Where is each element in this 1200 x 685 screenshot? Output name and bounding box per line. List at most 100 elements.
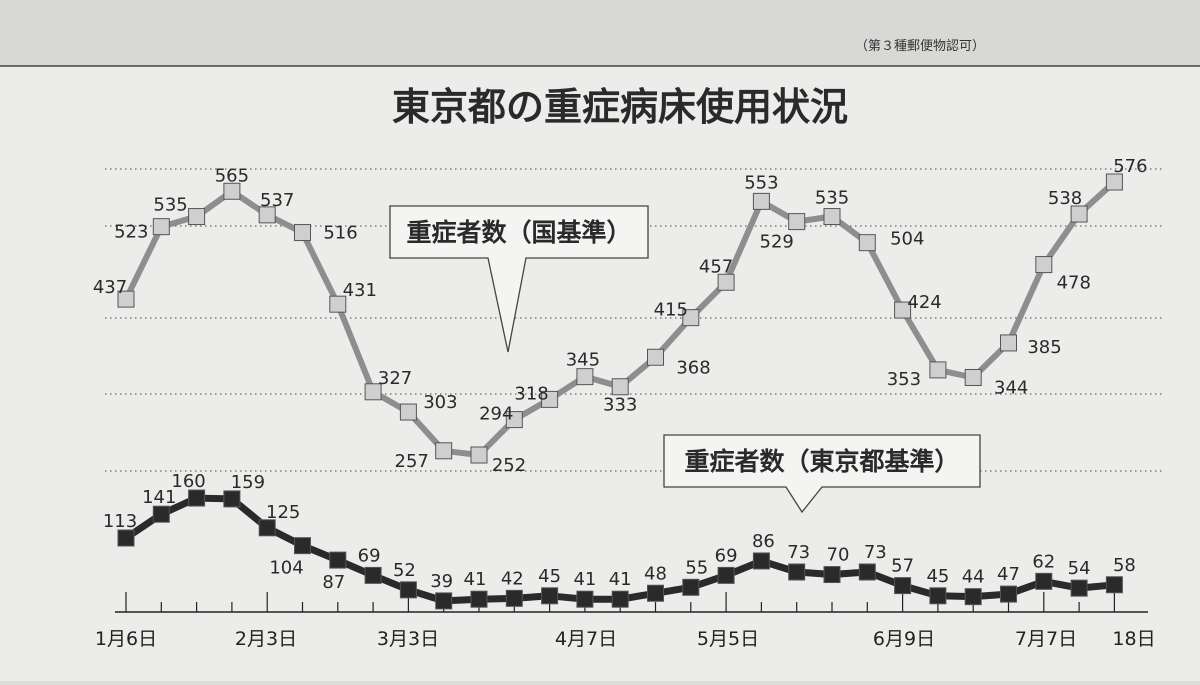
data-label-tokyo: 48 — [644, 563, 667, 584]
point-marker-kuni — [682, 309, 700, 327]
point-marker-kuni — [505, 411, 523, 429]
data-label-kuni: 294 — [479, 404, 513, 425]
data-label-tokyo: 42 — [501, 568, 524, 589]
point-marker-tokyo — [541, 587, 559, 605]
data-label-kuni: 529 — [760, 232, 794, 253]
data-label-kuni: 257 — [395, 451, 429, 472]
data-label-kuni: 457 — [699, 256, 733, 277]
data-label-kuni: 431 — [343, 280, 377, 301]
point-marker-kuni — [1035, 256, 1053, 274]
point-marker-tokyo — [470, 590, 488, 608]
point-marker-kuni — [823, 208, 841, 226]
data-label-kuni: 415 — [654, 300, 688, 321]
data-label-tokyo: 44 — [962, 567, 985, 588]
point-marker-kuni — [470, 446, 488, 464]
data-label-tokyo: 69 — [715, 545, 738, 566]
point-marker-kuni — [399, 403, 417, 421]
point-marker-tokyo — [1105, 576, 1123, 594]
data-label-tokyo: 57 — [891, 556, 914, 577]
point-marker-kuni — [717, 273, 735, 291]
point-marker-kuni — [223, 182, 241, 200]
point-marker-tokyo — [188, 489, 206, 507]
point-marker-kuni — [1000, 334, 1017, 352]
point-marker-tokyo — [823, 566, 841, 584]
point-marker-kuni — [1070, 205, 1088, 223]
data-label-tokyo: 159 — [231, 472, 265, 493]
data-label-kuni: 535 — [153, 195, 187, 216]
data-label-tokyo: 47 — [997, 564, 1020, 585]
data-label-kuni: 523 — [114, 222, 148, 243]
data-label-tokyo: 41 — [464, 569, 487, 590]
point-marker-kuni — [188, 208, 206, 226]
data-label-tokyo: 58 — [1113, 555, 1136, 576]
point-marker-kuni — [294, 224, 311, 242]
data-label-tokyo: 55 — [685, 557, 708, 578]
point-marker-tokyo — [576, 590, 594, 608]
x-tick-label: 5月5日 — [697, 628, 759, 650]
data-label-tokyo: 86 — [752, 531, 775, 552]
data-label-kuni: 333 — [603, 395, 637, 416]
data-label-kuni: 565 — [215, 165, 249, 186]
point-marker-kuni — [752, 192, 770, 210]
point-marker-kuni — [894, 301, 912, 319]
x-tick-label: 7月7日 — [1015, 628, 1077, 650]
point-marker-kuni — [364, 383, 382, 401]
point-marker-tokyo — [788, 563, 806, 581]
point-marker-kuni — [788, 213, 806, 231]
point-marker-tokyo — [223, 490, 241, 508]
point-marker-tokyo — [964, 588, 982, 606]
legend-callout-box-kuni — [389, 205, 649, 353]
point-marker-kuni — [541, 390, 559, 408]
point-marker-tokyo — [399, 581, 417, 599]
data-label-kuni: 303 — [423, 392, 457, 413]
data-label-kuni: 353 — [887, 369, 921, 390]
point-marker-tokyo — [929, 587, 947, 605]
point-marker-kuni — [611, 378, 629, 396]
point-marker-kuni — [329, 295, 347, 313]
data-label-tokyo: 52 — [393, 560, 416, 581]
x-tick-label: 3月3日 — [377, 628, 439, 650]
point-marker-tokyo — [505, 589, 523, 607]
point-marker-tokyo — [611, 590, 629, 608]
data-label-kuni: 318 — [514, 383, 548, 404]
data-label-tokyo: 141 — [142, 487, 176, 508]
point-marker-tokyo — [894, 577, 912, 595]
point-marker-tokyo — [858, 563, 876, 581]
data-label-kuni: 344 — [994, 378, 1028, 399]
point-marker-tokyo — [329, 551, 347, 569]
data-label-tokyo: 73 — [864, 542, 887, 563]
point-marker-tokyo — [682, 578, 700, 596]
point-marker-tokyo — [647, 584, 664, 602]
data-label-kuni: 537 — [260, 190, 294, 211]
data-label-kuni: 553 — [744, 172, 778, 193]
point-marker-tokyo — [717, 566, 735, 584]
data-label-kuni: 327 — [378, 368, 412, 389]
legend-callout-box-tokyo — [663, 434, 981, 514]
point-marker-tokyo — [1000, 585, 1017, 603]
data-label-kuni: 535 — [815, 188, 849, 209]
data-label-kuni: 424 — [907, 292, 941, 313]
x-tick-label: 18日 — [1112, 628, 1155, 650]
data-label-tokyo: 125 — [266, 502, 300, 523]
chart-title: 東京都の重症病床使用状況 — [392, 85, 848, 129]
legend-callout-label-kuni: 重症者数（国基準） — [406, 218, 631, 247]
point-marker-kuni — [576, 368, 594, 386]
data-label-tokyo: 62 — [1032, 551, 1055, 572]
data-label-kuni: 437 — [93, 277, 127, 298]
data-label-tokyo: 104 — [269, 558, 303, 579]
data-label-tokyo: 70 — [827, 545, 850, 566]
point-marker-tokyo — [258, 519, 276, 537]
data-label-kuni: 252 — [492, 455, 526, 476]
point-marker-kuni — [117, 290, 135, 308]
point-marker-kuni — [152, 218, 170, 236]
point-marker-tokyo — [1035, 572, 1053, 590]
data-label-tokyo: 87 — [322, 572, 345, 593]
x-tick-label: 4月7日 — [555, 628, 617, 650]
x-tick-label: 6月9日 — [873, 628, 935, 650]
point-marker-tokyo — [117, 529, 135, 547]
data-label-kuni: 504 — [890, 229, 924, 250]
legend-callout-label-tokyo: 重症者数（東京都基準） — [684, 447, 959, 476]
point-marker-kuni — [1105, 173, 1123, 191]
point-marker-tokyo — [435, 592, 453, 610]
